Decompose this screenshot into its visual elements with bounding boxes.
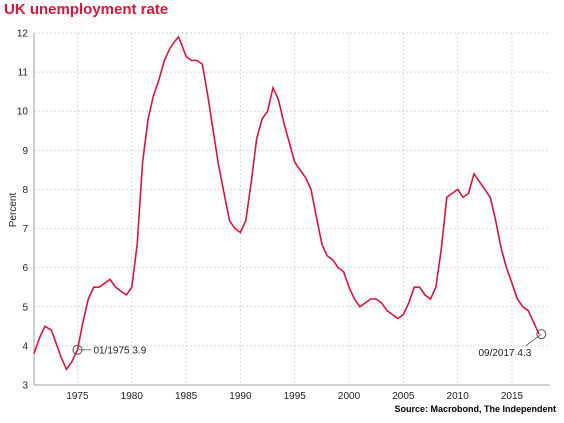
chart-title: UK unemployment rate	[4, 1, 169, 18]
annotation-marker	[536, 329, 547, 340]
x-tick-label: 2010	[447, 391, 470, 402]
y-tick-label: 5	[22, 302, 28, 313]
annotation-label: 01/1975 3.9	[93, 345, 146, 356]
unemployment-series-line	[33, 35, 540, 372]
axes	[33, 33, 550, 386]
y-tick-label: 11	[18, 68, 29, 79]
y-tick-labels: 3 4 5 6 7 8 9 10 11 12	[17, 29, 29, 392]
y-tick-label: 7	[22, 224, 28, 235]
annotation-label: 09/2017 4.3	[478, 348, 531, 359]
x-tick-label: 1975	[66, 391, 89, 402]
x-tick-label: 2005	[392, 391, 415, 402]
x-tick-labels: 1975 1980 1985 1990 1995 2000 2005 2010 2015	[66, 391, 523, 402]
x-tick-label: 2000	[338, 391, 361, 402]
x-tick-label: 1980	[121, 391, 144, 402]
y-tick-label: 4	[22, 341, 28, 352]
grid-lines	[34, 32, 550, 386]
annotations: 01/1975 3.9 09/2017 4.3	[72, 329, 547, 359]
y-tick-label: 3	[22, 381, 28, 392]
annotation-leader	[525, 333, 542, 347]
x-tick-label: 2015	[501, 391, 524, 402]
x-tick-label: 1990	[229, 391, 252, 402]
chart-source: Source: Macrobond, The Independent	[394, 404, 556, 414]
y-axis-label: Percent	[8, 193, 19, 228]
y-tick-label: 6	[22, 263, 28, 274]
y-tick-label: 10	[17, 107, 29, 118]
x-tick-label: 1995	[284, 391, 307, 402]
y-tick-label: 12	[17, 29, 29, 40]
x-tick-label: 1985	[175, 391, 198, 402]
y-tick-label: 9	[22, 146, 28, 157]
y-tick-label: 8	[22, 185, 28, 196]
